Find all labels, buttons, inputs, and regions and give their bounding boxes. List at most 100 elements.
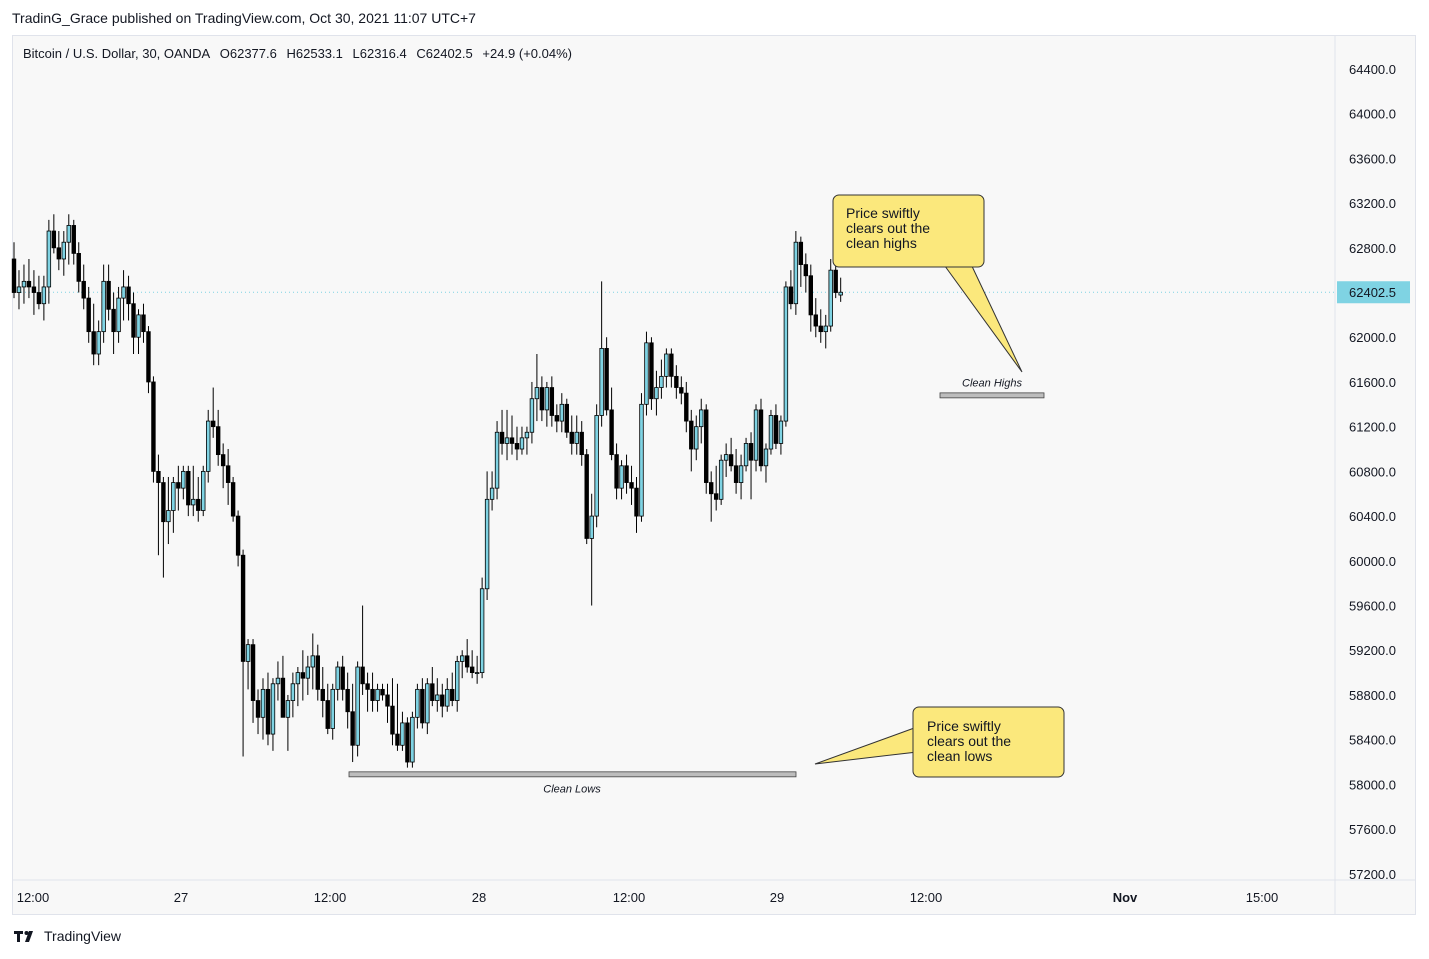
candle	[430, 667, 435, 707]
clean-lows-level[interactable]: Clean Lows	[348, 771, 797, 796]
candle	[136, 309, 141, 355]
candle-body-up	[489, 487, 495, 500]
candle	[748, 432, 754, 500]
candle	[793, 231, 799, 315]
y-tick-label: 60000.0	[1349, 554, 1396, 569]
candle-body-up	[524, 431, 530, 439]
candle-body-up	[494, 431, 500, 489]
candle	[803, 253, 809, 293]
axes: 64400.064000.063600.063200.062800.062400…	[13, 36, 1416, 915]
candle-body-down	[225, 465, 231, 483]
candle	[171, 476, 176, 533]
candle-body-down	[385, 694, 390, 707]
candle	[215, 409, 221, 466]
candle-body-up	[410, 716, 415, 763]
candle-body-down	[350, 711, 355, 746]
candle-body-up	[16, 286, 22, 293]
candle-body-up	[295, 672, 301, 685]
candle-body-down	[365, 683, 370, 690]
candle	[181, 465, 186, 500]
candle	[36, 275, 42, 310]
tradingview-brand[interactable]: TradingView	[14, 928, 121, 944]
candle	[201, 465, 206, 517]
candle	[265, 672, 271, 746]
candle-body-down	[758, 409, 764, 467]
candle-body-down	[176, 482, 181, 489]
candle-body-up	[41, 286, 47, 305]
candle-body-up	[479, 588, 485, 674]
candle	[51, 214, 57, 254]
y-tick-label: 57600.0	[1349, 822, 1396, 837]
legend-symbol[interactable]: Bitcoin / U.S. Dollar, 30, OANDA	[23, 46, 211, 61]
candle-body-down	[679, 387, 684, 394]
candle	[126, 275, 131, 321]
candle	[415, 683, 420, 729]
candle-body-up	[455, 661, 460, 701]
y-tick-label: 58400.0	[1349, 733, 1396, 748]
x-tick-label: 27	[174, 890, 188, 905]
annotations: Clean Highs Clean Lows Price swiftlyclears…	[348, 194, 1065, 796]
candle	[833, 264, 838, 299]
candle	[131, 292, 136, 355]
candle	[709, 471, 714, 522]
candle-body-up	[459, 655, 465, 662]
candle	[684, 381, 689, 433]
candle-body-up	[260, 688, 266, 718]
candle-body-up	[519, 437, 525, 450]
candle	[509, 415, 515, 455]
candle-body-up	[415, 688, 420, 718]
clean-highs-line	[939, 392, 1045, 399]
candle	[340, 655, 345, 701]
clean-highs-label: Clean Highs	[962, 377, 1022, 389]
candle-body-down	[464, 655, 470, 668]
candle	[46, 219, 52, 304]
candle	[420, 678, 425, 729]
candle-body-up	[644, 342, 649, 405]
candle	[758, 398, 764, 472]
candle	[455, 655, 460, 712]
legend-close: C62402.5	[416, 46, 473, 61]
candle-body-down	[803, 264, 809, 277]
candle-body-down	[395, 733, 400, 746]
candle-body-up	[96, 331, 101, 355]
candle	[584, 449, 589, 545]
candle	[798, 236, 804, 287]
candle-body-down	[420, 688, 425, 724]
candle-body-down	[584, 454, 589, 539]
candle-body-up	[823, 325, 828, 333]
candle	[141, 303, 146, 343]
candle	[240, 549, 246, 757]
candle	[464, 639, 470, 673]
candle-body-up	[559, 403, 564, 422]
x-tick-label: 12:00	[314, 890, 347, 905]
y-tick-label: 60400.0	[1349, 509, 1396, 524]
candle	[599, 281, 604, 427]
candle	[445, 678, 450, 712]
y-tick-label: 63600.0	[1349, 151, 1396, 166]
candle-body-up	[166, 510, 171, 523]
chart-pane[interactable]	[12, 35, 1416, 915]
callout-text-line: clean lows	[927, 748, 992, 764]
candle	[400, 711, 405, 751]
candle	[763, 443, 769, 483]
clean-lows-line	[348, 771, 797, 778]
candle-body-up	[206, 420, 211, 472]
clean-highs-level[interactable]: Clean Highs	[939, 377, 1045, 399]
candle	[275, 661, 281, 701]
candle	[270, 678, 276, 751]
candle	[21, 264, 27, 304]
candle	[31, 270, 37, 315]
candle-body-down	[713, 493, 719, 500]
candle	[196, 476, 201, 522]
candle-body-up	[828, 269, 833, 327]
candle	[624, 454, 629, 494]
candle	[644, 331, 649, 416]
candle-body-down	[76, 252, 81, 282]
candle	[534, 354, 540, 422]
candle	[813, 298, 818, 338]
candle-body-down	[430, 683, 435, 701]
legend-open: O62377.6	[219, 46, 277, 61]
